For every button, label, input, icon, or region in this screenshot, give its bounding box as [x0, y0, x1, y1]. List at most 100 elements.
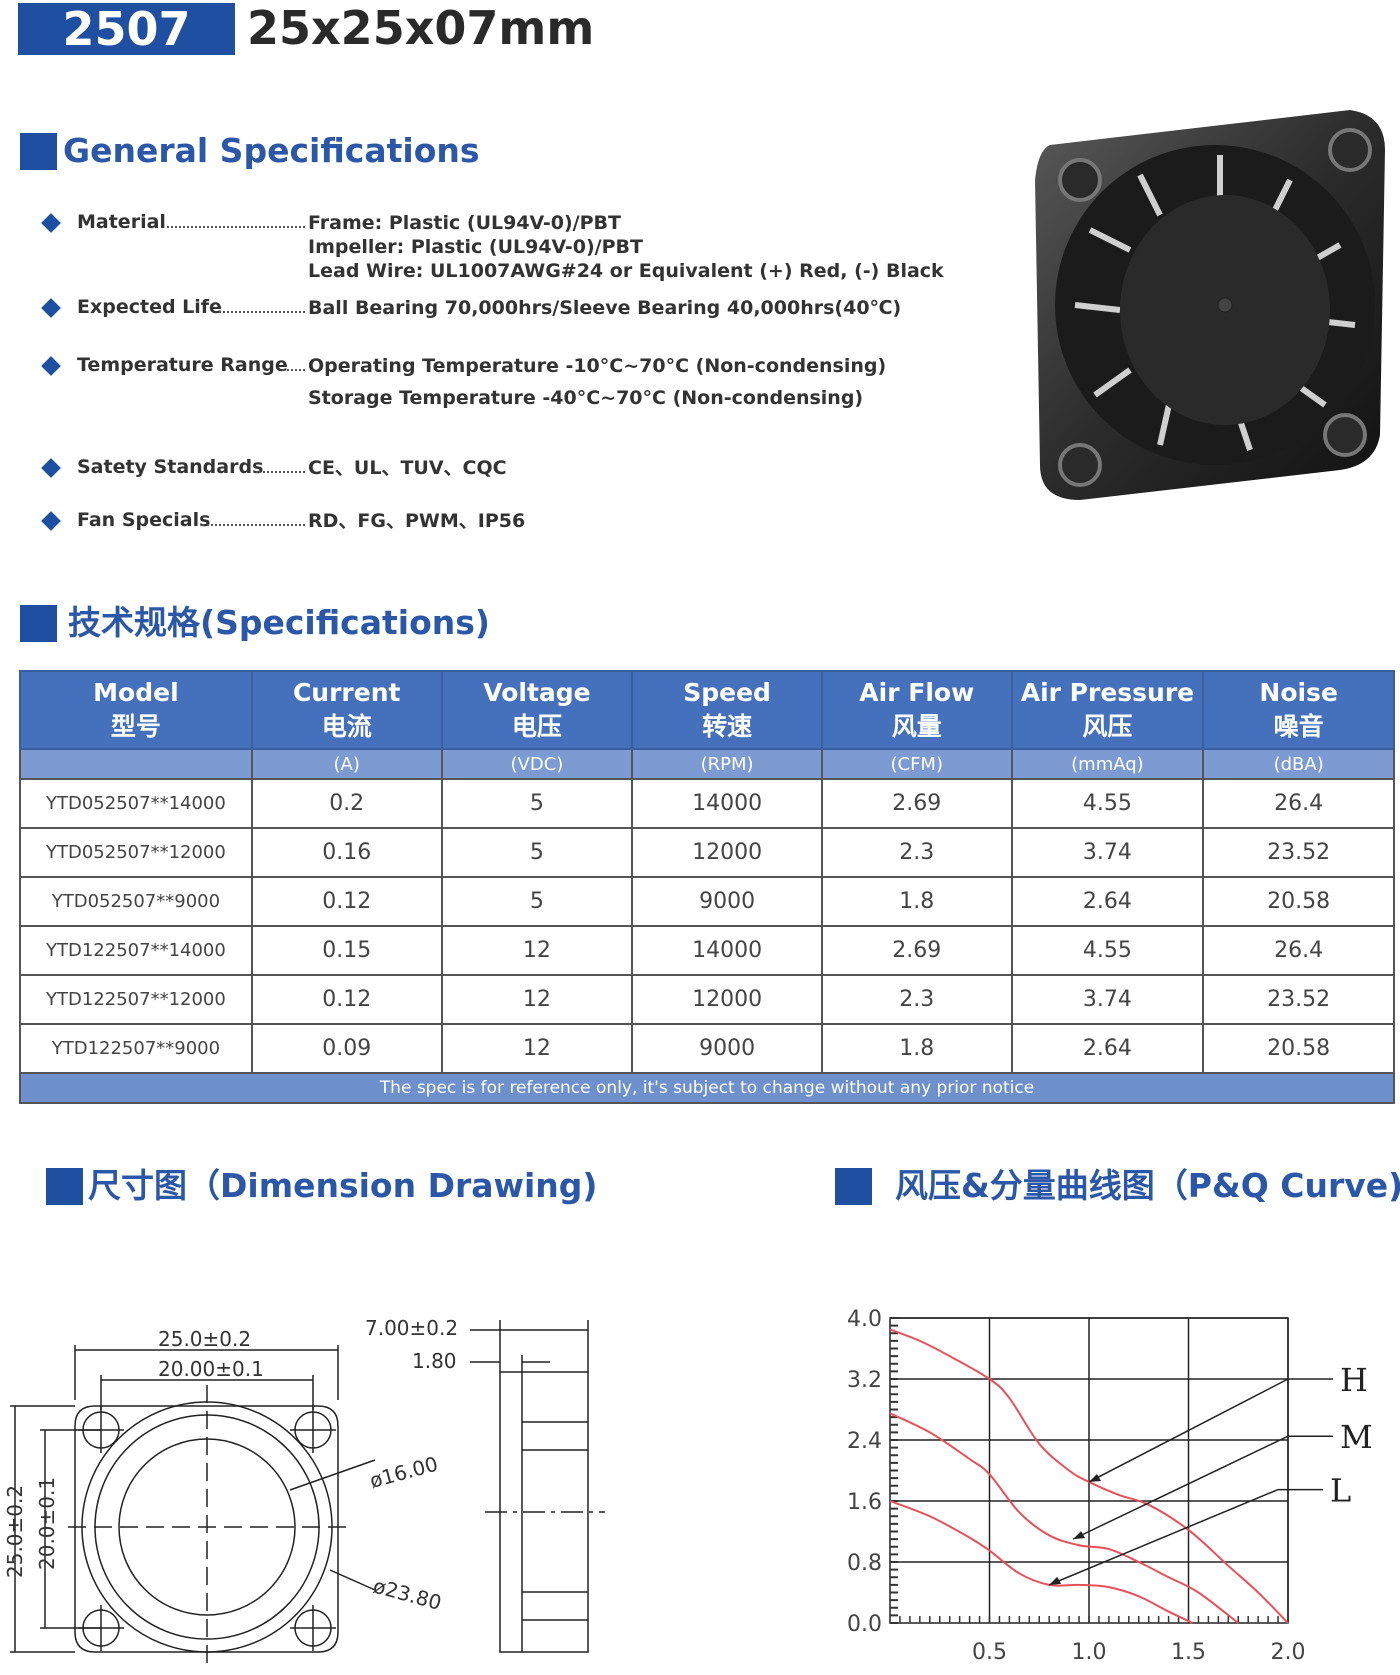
table-header-row: Model 型号 Current 电流 Voltage 电压 Speed 转速 Air … — [19, 670, 1395, 750]
y-tick-label: 4.0 — [847, 1307, 882, 1332]
dim-width-hole: 20.00±0.1 — [158, 1357, 264, 1381]
value-cell: 12000 — [631, 827, 823, 878]
value-cell: 0.15 — [250, 925, 443, 976]
series-label-H: H — [1340, 1361, 1368, 1399]
leader-dots — [167, 226, 305, 228]
value-cell: 12000 — [631, 974, 823, 1025]
value-cell: 1.8 — [820, 876, 1013, 927]
unit-cell: (dBA) — [1202, 748, 1395, 780]
value-cell: 2.64 — [1010, 876, 1205, 927]
unit-cell: (A) — [250, 748, 443, 780]
dim-width-outer: 25.0±0.2 — [158, 1327, 251, 1351]
model-cell: YTD122507**12000 — [19, 974, 253, 1025]
model-cell: YTD052507**12000 — [19, 827, 253, 878]
value-cell: 12 — [440, 1023, 634, 1074]
value-cell: 5 — [440, 827, 634, 878]
value-cell: 0.12 — [250, 876, 443, 927]
section-marker — [20, 133, 57, 170]
value-cell: 12 — [440, 974, 634, 1025]
model-size-title: 25x25x07mm — [247, 1, 595, 55]
series-L-curve — [889, 1500, 1193, 1624]
spec-label: Fan Specials — [77, 509, 211, 531]
bullet-diamond-icon — [41, 356, 61, 376]
unit-cell: (mmAq) — [1010, 748, 1205, 780]
value-cell: 5 — [440, 876, 634, 927]
pq-curve-title: 风压&分量曲线图（P&Q Curve) — [895, 1166, 1400, 1205]
value-cell: 26.4 — [1202, 925, 1395, 976]
footnote: The spec is for reference only, it's sub… — [19, 1072, 1395, 1104]
value-cell: 5 — [440, 778, 634, 829]
unit-cell: (CFM) — [820, 748, 1013, 780]
units-row: (A) (VDC) (RPM) (CFM) (mmAq) (dBA) — [19, 748, 1395, 780]
value-cell: 14000 — [631, 778, 823, 829]
dim-thickness: 7.00±0.2 — [365, 1316, 458, 1340]
x-tick-label: 2.0 — [1271, 1640, 1306, 1665]
specifications-title: 技术规格(Specifications) — [68, 603, 490, 642]
column-header-current: Current 电流 — [250, 670, 443, 750]
value-cell: 2.64 — [1010, 1023, 1205, 1074]
dim-frame-diameter: ø23.80 — [371, 1574, 444, 1615]
x-tick-label: 0.5 — [972, 1640, 1007, 1665]
value-cell: 2.3 — [820, 974, 1013, 1025]
table-row: YTD122507**9000 0.09 12 9000 1.8 2.64 20.58 — [19, 1023, 1395, 1074]
value-cell: 20.58 — [1202, 876, 1395, 927]
value-cell: 4.55 — [1010, 778, 1205, 829]
spec-label: Satety Standards — [77, 456, 264, 478]
dim-height-hole: 20.0±0.1 — [35, 1477, 59, 1570]
x-tick-label: 1.5 — [1171, 1640, 1206, 1665]
model-cell: YTD122507**9000 — [19, 1023, 253, 1074]
column-header-noise: Noise 噪音 — [1202, 670, 1395, 750]
y-tick-label: 2.4 — [847, 1429, 882, 1454]
callout-leader — [1072, 1435, 1289, 1540]
column-header-speed: Speed 转速 — [631, 670, 823, 750]
unit-cell — [19, 748, 253, 780]
spec-value: Impeller: Plastic (UL94V-0)/PBT — [308, 236, 643, 258]
x-tick-label: 1.0 — [1072, 1640, 1107, 1665]
series-label-L: L — [1330, 1472, 1351, 1510]
leader-dots — [282, 369, 305, 371]
value-cell: 12 — [440, 925, 634, 976]
callout-arrow-icon — [1073, 1531, 1086, 1540]
general-specs-title: General Specifications — [63, 131, 480, 170]
spec-label: Temperature Range — [77, 354, 288, 376]
bullet-diamond-icon — [41, 511, 61, 531]
spec-value: RD、FG、PWM、IP56 — [308, 510, 526, 532]
value-cell: 0.12 — [250, 974, 443, 1025]
callout-leader — [1048, 1488, 1279, 1586]
value-cell: 23.52 — [1202, 827, 1395, 878]
value-cell: 9000 — [631, 876, 823, 927]
y-tick-label: 1.6 — [847, 1490, 882, 1515]
dim-height-outer: 25.0±0.2 — [3, 1485, 27, 1578]
bullet-diamond-icon — [41, 458, 61, 478]
spec-value: Lead Wire: UL1007AWG#24 or Equivalent (+… — [308, 260, 944, 282]
value-cell: 0.09 — [250, 1023, 443, 1074]
spec-label: Material — [77, 211, 166, 233]
column-header-model: Model 型号 — [19, 670, 253, 750]
spec-value: Frame: Plastic (UL94V-0)/PBT — [308, 212, 621, 234]
dim-flange: 1.80 — [412, 1349, 457, 1373]
table-row: YTD052507**12000 0.16 5 12000 2.3 3.74 23.52 — [19, 827, 1395, 878]
value-cell: 3.74 — [1010, 974, 1205, 1025]
value-cell: 4.55 — [1010, 925, 1205, 976]
model-cell: YTD122507**14000 — [19, 925, 253, 976]
y-tick-label: 0.0 — [847, 1612, 882, 1637]
table-row: YTD122507**14000 0.15 12 14000 2.69 4.55 26.4 — [19, 925, 1395, 976]
value-cell: 2.3 — [820, 827, 1013, 878]
bullet-diamond-icon — [41, 213, 61, 233]
callout-arrow-icon — [1089, 1473, 1101, 1482]
series-badge: 2507 — [18, 3, 235, 55]
value-cell: 9000 — [631, 1023, 823, 1074]
leader-dots — [256, 471, 305, 473]
leader-dots — [202, 524, 305, 526]
value-cell: 0.2 — [250, 778, 443, 829]
value-cell: 26.4 — [1202, 778, 1395, 829]
y-tick-label: 0.8 — [847, 1551, 882, 1576]
series-H-curve — [889, 1328, 1289, 1624]
table-row: YTD122507**12000 0.12 12 12000 2.3 3.74 23.52 — [19, 974, 1395, 1025]
value-cell: 14000 — [631, 925, 823, 976]
model-cell: YTD052507**14000 — [19, 778, 253, 829]
series-M-curve — [889, 1412, 1239, 1624]
specifications-table: Model 型号 Current 电流 Voltage 电压 Speed 转速 Air … — [19, 670, 1395, 1104]
column-header-air-pressure: Air Pressure 风压 — [1010, 670, 1205, 750]
leader-dots — [219, 311, 305, 313]
